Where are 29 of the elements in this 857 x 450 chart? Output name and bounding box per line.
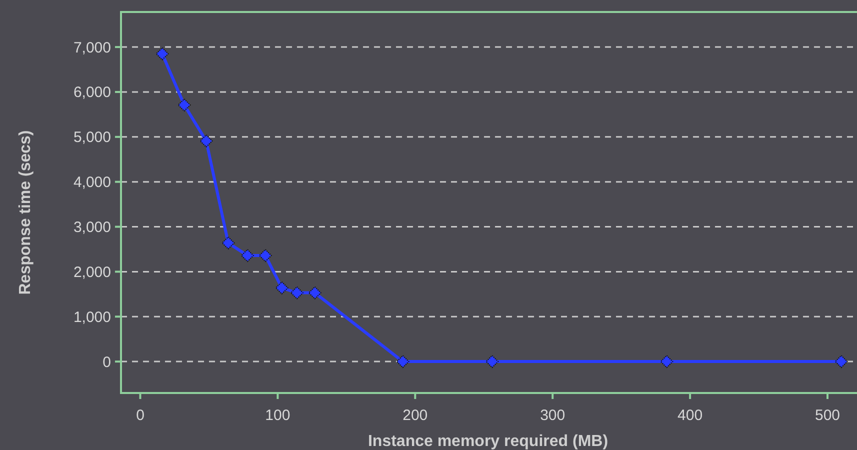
x-tick-label: 500 [814,407,840,424]
y-tick-label: 0 [102,354,111,371]
x-tick-label: 300 [540,407,566,424]
point [258,249,272,262]
y-tick-label: 1,000 [73,308,111,326]
x-tick-label: 0 [136,407,144,424]
point [660,355,674,368]
x-tick-label: 400 [678,407,703,424]
point [290,286,304,300]
point [275,281,288,294]
y-tick-label: 2,000 [73,264,111,281]
y-tick-label: 6,000 [73,84,111,102]
x-tick-label: 100 [265,407,290,424]
point [200,134,213,148]
point [222,236,235,250]
point [240,249,254,262]
point [308,286,322,300]
x-axis-title: Instance memory required (MB) [368,433,608,450]
point [834,355,848,368]
x-tick-label: 200 [402,407,428,424]
y-tick-label: 5,000 [73,129,111,146]
y-tick-label: 7,000 [73,39,111,56]
point [396,355,410,368]
point [156,47,169,60]
y-tick-label: 3,000 [73,219,111,236]
y-tick-label: 4,000 [73,174,111,192]
point [486,355,499,368]
y-axis-title: Response time (secs) [17,130,34,295]
point [178,98,191,112]
